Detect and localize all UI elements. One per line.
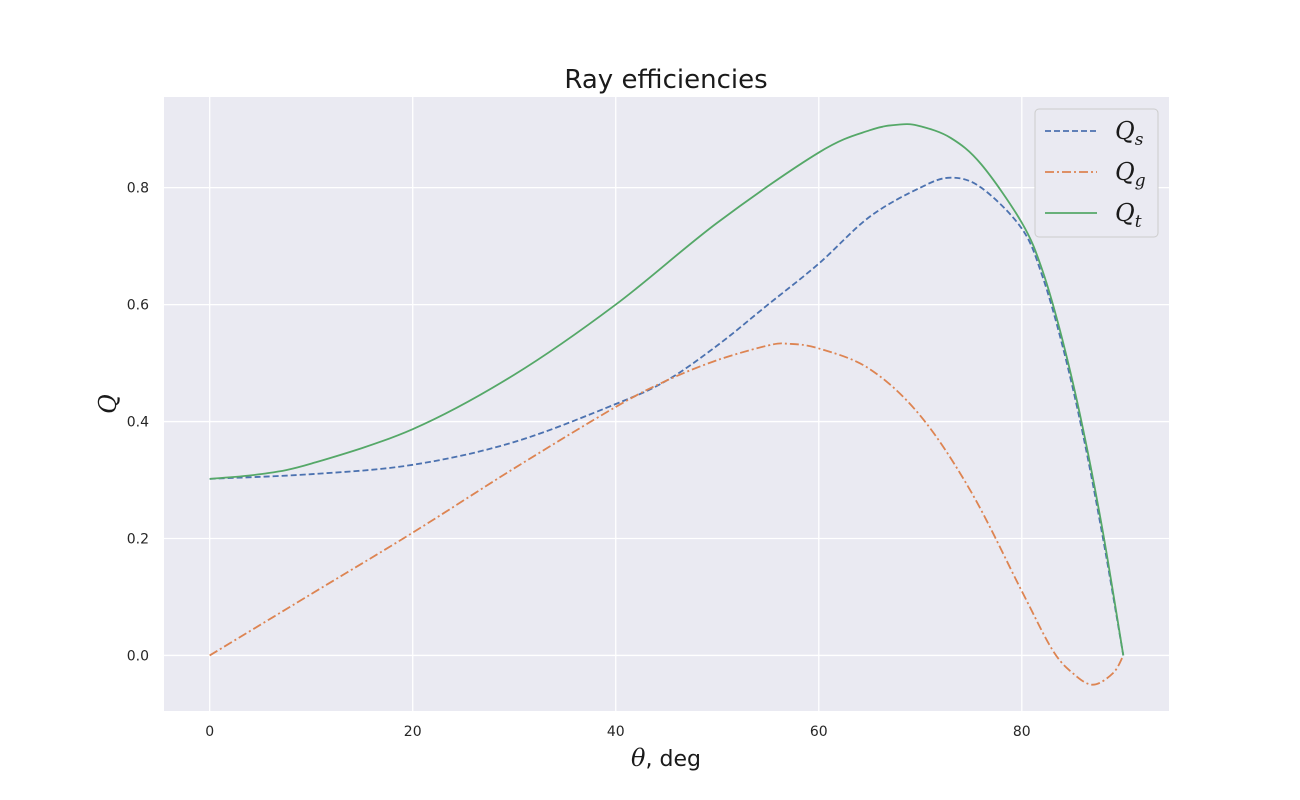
legend-box	[1034, 108, 1159, 238]
series-line-qt	[209, 123, 1125, 656]
x-tick-label: 20	[404, 724, 422, 740]
y-axis-label: Q	[94, 394, 122, 414]
y-tick-label: 0.8	[127, 181, 149, 197]
legend-label-qg: Qg	[1115, 158, 1146, 191]
legend-label-qt: Qt	[1115, 199, 1142, 232]
series-line-qs	[209, 176, 1125, 656]
legend: Qs Qg Qt	[1034, 108, 1159, 238]
grid-lines	[164, 97, 1169, 711]
series-line-qg	[209, 342, 1125, 686]
y-tick-label: 0.2	[127, 531, 149, 547]
x-tick-label: 60	[810, 724, 828, 740]
x-axis-label: θ, deg	[631, 744, 701, 772]
y-tick-label: 0.6	[127, 298, 149, 314]
chart-title: Ray efficiencies	[564, 65, 767, 95]
x-tick-labels: 0 20 40 60 80	[205, 724, 1030, 740]
x-tick-label: 80	[1013, 724, 1031, 740]
x-tick-label: 40	[607, 724, 625, 740]
plot-area	[164, 97, 1169, 711]
series-lines	[209, 123, 1125, 686]
y-tick-label: 0.4	[127, 415, 149, 431]
y-tick-labels: 0.0 0.2 0.4 0.6 0.8	[127, 181, 149, 665]
legend-label-qs: Qs	[1115, 117, 1144, 150]
x-tick-label: 0	[205, 724, 214, 740]
y-tick-label: 0.0	[127, 648, 149, 664]
